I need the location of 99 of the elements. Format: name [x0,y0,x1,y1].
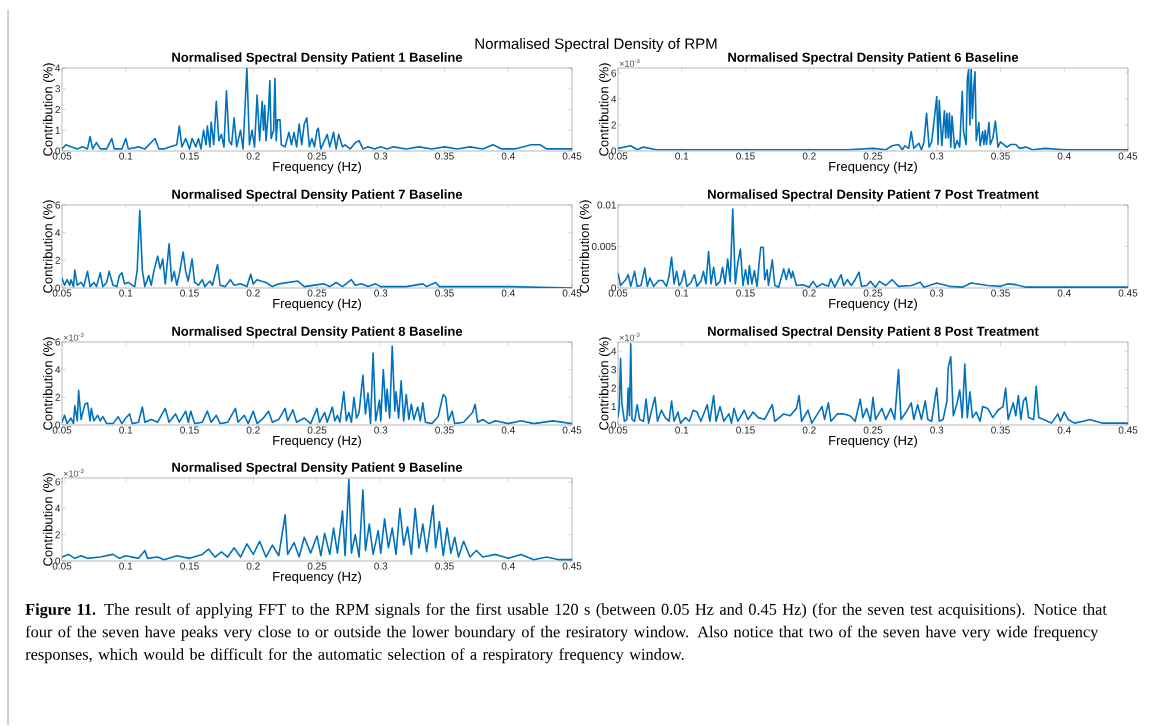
x-tick-label: 0.4 [501,426,515,434]
x-tick-label: 0.2 [246,562,260,570]
x-tick-label: 0.2 [246,289,260,297]
x-tick-label: 0.45 [1118,426,1138,434]
x-tick-label: 0.2 [802,289,816,297]
chart-title: Normalised Spectral Density Patient 7 Baseline [172,189,463,202]
x-axis-title: Frequency (Hz) [273,571,361,584]
y-tick-label: 0.005 [591,243,617,251]
x-tick-label: 0.45 [562,152,582,160]
x-tick-label: 0.4 [501,152,515,160]
x-tick-label: 0.25 [307,289,327,297]
x-tick-label: 0.2 [802,426,816,434]
x-axis-title: Frequency (Hz) [829,298,917,311]
x-tick-label: 0.1 [119,426,133,434]
x-tick-label: 0.4 [501,562,515,570]
text: Figure 11. The result of applying FFT to the RPM signals for the first usable 120 s (between 0.05 Hz and 0.45 Hz) (for the seven test acquisitions). Notice that four of the seven have peaks very close to or outside the lower boundary of the resiratory window. Also notice that two of the seven have very wide frequency responses, which would be difficult for the automatic selection of a respiratory frequency window. [25,603,1107,664]
y-tick-label: 2 [611,121,616,129]
x-tick-label: 0.3 [930,152,944,160]
y-tick-label: 4 [55,504,61,512]
y-tick-label: 4 [55,229,61,237]
x-tick-label: 0.2 [246,152,260,160]
x-tick-label: 0.1 [119,562,133,570]
x-tick-label: 0.3 [374,426,388,434]
x-tick-label: 0.2 [802,152,816,160]
x-axis-title: Frequency (Hz) [273,298,361,311]
x-tick-label: 0.1 [675,426,689,434]
x-tick-label: 0.15 [736,289,755,297]
chart-title: Normalised Spectral Density Patient 6 Baseline [728,52,1019,65]
y-tick-label: 3 [55,85,61,93]
x-axis-title: Frequency (Hz) [273,435,361,448]
x-tick-label: 0.3 [374,562,388,570]
x-tick-label: 0.1 [119,152,133,160]
y-tick-label: 6 [611,69,617,77]
y-tick-label: 6 [55,338,61,346]
y-tick-label: 2 [55,106,60,114]
x-tick-label: 0.15 [736,152,755,160]
x-tick-label: 0.3 [930,289,944,297]
x-tick-label: 0.35 [991,426,1010,434]
x-tick-label: 0.4 [501,289,515,297]
x-tick-label: 0.35 [435,289,454,297]
x-tick-label: 0.4 [1057,426,1071,434]
x-tick-label: 0.35 [435,562,454,570]
text: ×10$^{-3}$ [619,332,640,341]
x-tick-label: 0.35 [991,289,1010,297]
y-tick-label: 1 [55,126,60,134]
line-series [62,478,572,561]
y-tick-label: 4 [55,366,61,374]
x-tick-label: 0.45 [1118,152,1138,160]
x-tick-label: 0.1 [675,152,689,160]
x-tick-label: 0.1 [675,289,689,297]
x-tick-label: 0.3 [374,289,388,297]
x-tick-label: 0.1 [119,289,133,297]
x-tick-label: 0.25 [863,289,883,297]
x-tick-label: 0.3 [374,152,388,160]
x-tick-label: 0.2 [246,426,260,434]
x-tick-label: 0.15 [180,562,199,570]
x-tick-label: 0.25 [307,152,327,160]
x-axis-title: Frequency (Hz) [829,435,917,448]
y-tick-label: 6 [55,478,61,486]
chart-title: Normalised Spectral Density Patient 9 Baseline [172,462,463,475]
y-tick-label: 6 [55,201,61,209]
text: ×10$^{-3}$ [619,58,640,67]
x-tick-label: 0.25 [307,426,327,434]
y-tick-label: 4 [611,347,617,355]
y-tick-label: 2 [55,393,60,401]
x-tick-label: 0.25 [863,426,883,434]
y-tick-label: 4 [611,95,617,103]
text: ×10$^{-3}$ [63,468,84,477]
x-tick-label: 0.15 [180,289,199,297]
x-axis-title: Frequency (Hz) [829,161,917,174]
x-axis-title: Frequency (Hz) [273,161,361,174]
x-tick-label: 0.25 [863,152,883,160]
y-tick-label: 2 [611,384,616,392]
text: ×10$^{-3}$ [63,332,84,341]
x-tick-label: 0.15 [180,152,199,160]
x-tick-label: 0.4 [1057,289,1071,297]
x-tick-label: 0.35 [435,426,454,434]
y-tick-label: 1 [611,403,616,411]
y-tick-label: 4 [55,64,61,72]
x-tick-label: 0.35 [435,152,454,160]
y-tick-label: 3 [611,366,617,374]
x-tick-label: 0.45 [562,426,582,434]
x-tick-label: 0.45 [1118,289,1138,297]
chart-title: Normalised Spectral Density Patient 7 Post Treatment [708,189,1039,202]
chart-title: Normalised Spectral Density Patient 1 Baseline [172,52,463,65]
y-tick-label: 2 [55,531,60,539]
y-tick-label: 2 [55,256,60,264]
x-tick-label: 0.3 [930,426,944,434]
x-tick-label: 0.35 [991,152,1010,160]
y-tick-label: 0.01 [597,201,616,209]
x-tick-label: 0.45 [562,562,582,570]
x-tick-label: 0.15 [180,426,199,434]
text: Normalised Spectral Density of RPM [475,38,717,53]
x-tick-label: 0.4 [1057,152,1071,160]
x-tick-label: 0.25 [307,562,327,570]
chart-title: Normalised Spectral Density Patient 8 Post Treatment [708,326,1039,339]
chart-title: Normalised Spectral Density Patient 8 Baseline [172,326,463,339]
line-series [618,343,1128,425]
x-tick-label: 0.15 [736,426,755,434]
